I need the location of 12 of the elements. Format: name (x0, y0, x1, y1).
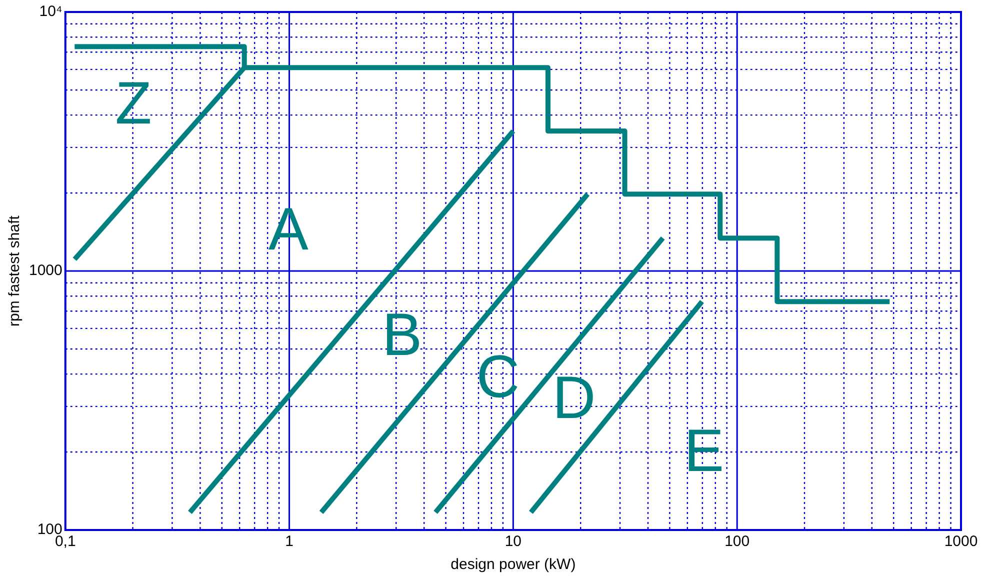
x-axis-title: design power (kW) (450, 556, 576, 574)
x-tick-label: 1000 (944, 533, 978, 550)
y-tick-label: 1000 (28, 262, 62, 280)
annotation: E (684, 416, 724, 484)
annotation: Z (115, 69, 152, 136)
x-tick-label: 1 (285, 533, 294, 550)
annotation: B (382, 300, 422, 368)
x-tick-label: 100 (724, 533, 750, 550)
x-tick-label: 10 (504, 533, 522, 550)
y-tick-label: 10⁴ (39, 3, 62, 20)
y-axis-title: rpm fastest shaft (6, 214, 24, 326)
annotation: D (552, 364, 596, 432)
